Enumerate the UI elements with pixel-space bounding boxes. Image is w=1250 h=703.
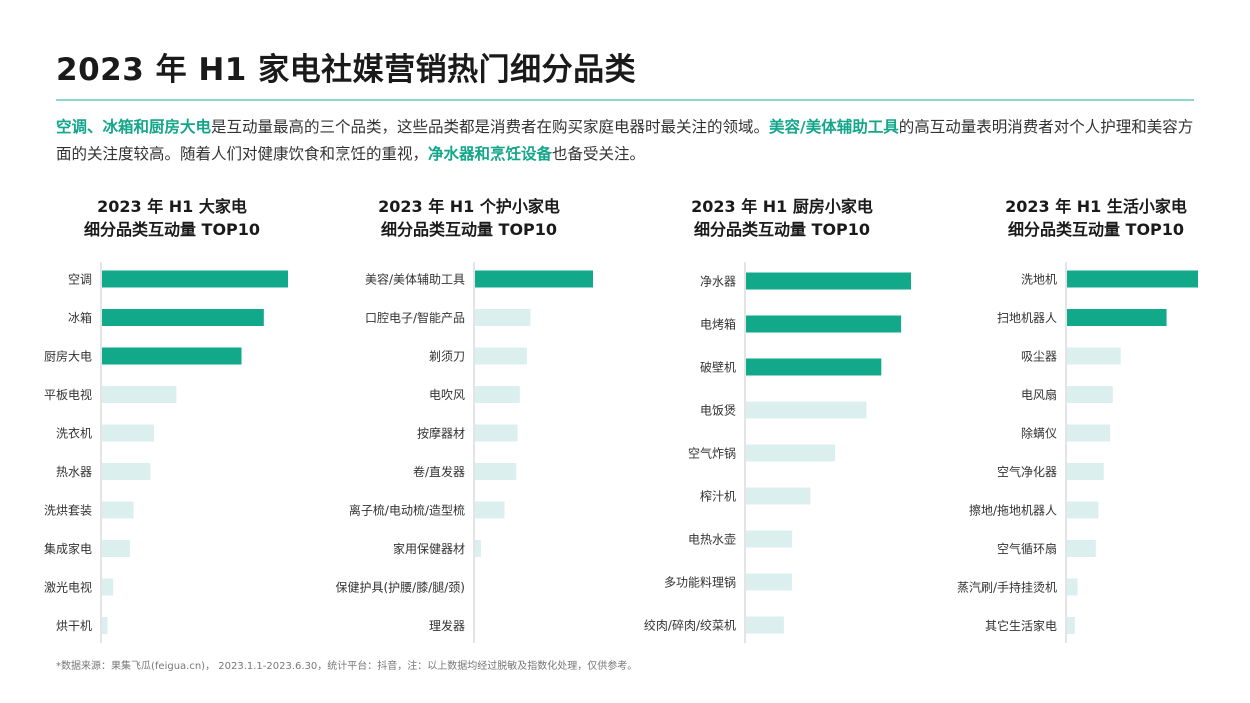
page-title: 2023 年 H1 家电社媒营销热门细分品类 — [56, 52, 637, 88]
category-label: 离子梳/电动梳/造型梳 — [349, 503, 465, 518]
category-label: 剃须刀 — [429, 350, 465, 364]
bar — [475, 270, 593, 288]
chart-title: 2023 年 H1 生活小家电 — [1005, 197, 1187, 216]
category-label: 保健护具(护腰/膝/腿/颈) — [336, 581, 466, 595]
summary-text: 也备受关注。 — [552, 145, 646, 163]
category-label: 烘干机 — [56, 619, 92, 633]
category-label: 电饭煲 — [700, 403, 736, 418]
chart-title: 细分品类互动量 TOP10 — [694, 220, 870, 239]
summary-highlight: 净水器和烹饪设备 — [428, 145, 553, 163]
category-label: 洗烘套装 — [44, 504, 92, 518]
bar — [746, 530, 793, 548]
category-label: 集成家电 — [44, 541, 92, 556]
summary-paragraph: 空调、冰箱和厨房大电是互动量最高的三个品类，这些品类都是消费者在购买家庭电器时最… — [56, 114, 1196, 168]
title-divider — [56, 99, 1194, 101]
chart-title: 2023 年 H1 大家电 — [97, 197, 247, 216]
category-label: 洗衣机 — [56, 426, 92, 441]
category-label: 平板电视 — [44, 387, 92, 402]
category-label: 擦地/拖地机器人 — [969, 504, 1057, 518]
category-label: 蒸汽刷/手持挂烫机 — [957, 580, 1057, 595]
bar — [746, 616, 784, 634]
category-label: 冰箱 — [68, 310, 92, 325]
chart-title: 细分品类互动量 TOP10 — [1008, 220, 1184, 239]
summary-highlight: 美容/美体辅助工具 — [769, 118, 899, 136]
summary-text: 是互动量最高的三个品类，这些品类都是消费者在购买家庭电器时最关注的领域。 — [211, 118, 770, 136]
category-label: 电烤箱 — [700, 317, 736, 332]
category-label: 空调 — [68, 273, 92, 287]
category-label: 热水器 — [56, 465, 92, 479]
category-label: 空气炸锅 — [688, 446, 736, 461]
category-label: 其它生活家电 — [985, 618, 1057, 633]
category-label: 卷/直发器 — [413, 464, 465, 479]
bar — [102, 347, 242, 365]
chart-title: 细分品类互动量 TOP10 — [84, 220, 260, 239]
bar — [1067, 501, 1099, 519]
summary-text: 的高互动量表明消费者对个人护理和美容方面的关注度较高。随着人们对健康饮食和烹饪的… — [56, 118, 1194, 163]
category-label: 吸尘器 — [1021, 350, 1057, 364]
bar — [102, 578, 114, 596]
bar — [475, 309, 531, 326]
chart-title: 细分品类互动量 TOP10 — [381, 220, 557, 239]
bar — [102, 309, 264, 326]
bar — [475, 386, 520, 403]
bar — [475, 463, 517, 480]
bar — [746, 487, 811, 505]
category-label: 净水器 — [700, 275, 736, 289]
category-label: 扫地机器人 — [997, 311, 1057, 325]
bar — [746, 315, 902, 333]
bar — [746, 272, 911, 290]
bar — [475, 424, 518, 442]
category-label: 空气循环扇 — [997, 541, 1057, 556]
bar — [102, 386, 177, 403]
bar — [746, 401, 867, 419]
category-label: 多功能料理锅 — [664, 575, 736, 590]
summary-highlight: 空调、冰箱和厨房大电 — [56, 118, 212, 136]
category-label: 破壁机 — [700, 360, 736, 375]
bar — [102, 501, 134, 519]
chart-title: 2023 年 H1 个护小家电 — [378, 197, 560, 216]
category-label: 电吹风 — [429, 388, 465, 402]
bar — [746, 358, 882, 376]
bar — [1067, 463, 1104, 480]
bar — [102, 463, 151, 480]
category-label: 厨房大电 — [44, 349, 92, 364]
footnote: *数据来源：果集飞瓜(feigua.cn)， 2023.1.1-2023.6.3… — [56, 661, 638, 672]
category-label: 家用保健器材 — [393, 541, 465, 556]
bar — [475, 501, 505, 519]
category-label: 除螨仪 — [1021, 426, 1057, 441]
category-label: 绞肉/碎肉/绞菜机 — [644, 618, 736, 633]
category-label: 按摩器材 — [417, 426, 465, 441]
bar — [1067, 540, 1096, 557]
bar — [1067, 424, 1111, 442]
category-label: 口腔电子/智能产品 — [365, 310, 465, 325]
bar — [746, 573, 793, 591]
category-label: 美容/美体辅助工具 — [365, 272, 465, 287]
bar — [102, 617, 108, 634]
category-label: 榨汁机 — [700, 489, 736, 504]
bar — [1067, 270, 1198, 288]
category-label: 电热水壶 — [688, 532, 736, 547]
bar — [102, 424, 155, 442]
bar — [475, 347, 527, 365]
bar — [1067, 578, 1078, 596]
category-label: 空气净化器 — [997, 464, 1057, 479]
bar — [102, 540, 130, 557]
bar — [1067, 617, 1075, 634]
category-label: 理发器 — [429, 618, 465, 633]
bar — [1067, 309, 1167, 326]
chart-title: 2023 年 H1 厨房小家电 — [691, 197, 873, 216]
category-label: 洗地机 — [1021, 273, 1057, 287]
category-label: 电风扇 — [1021, 387, 1057, 402]
bar — [102, 270, 288, 288]
bar — [1067, 386, 1113, 403]
bar — [746, 444, 836, 462]
bar — [475, 540, 481, 557]
category-label: 激光电视 — [44, 580, 92, 595]
bar — [1067, 347, 1121, 365]
